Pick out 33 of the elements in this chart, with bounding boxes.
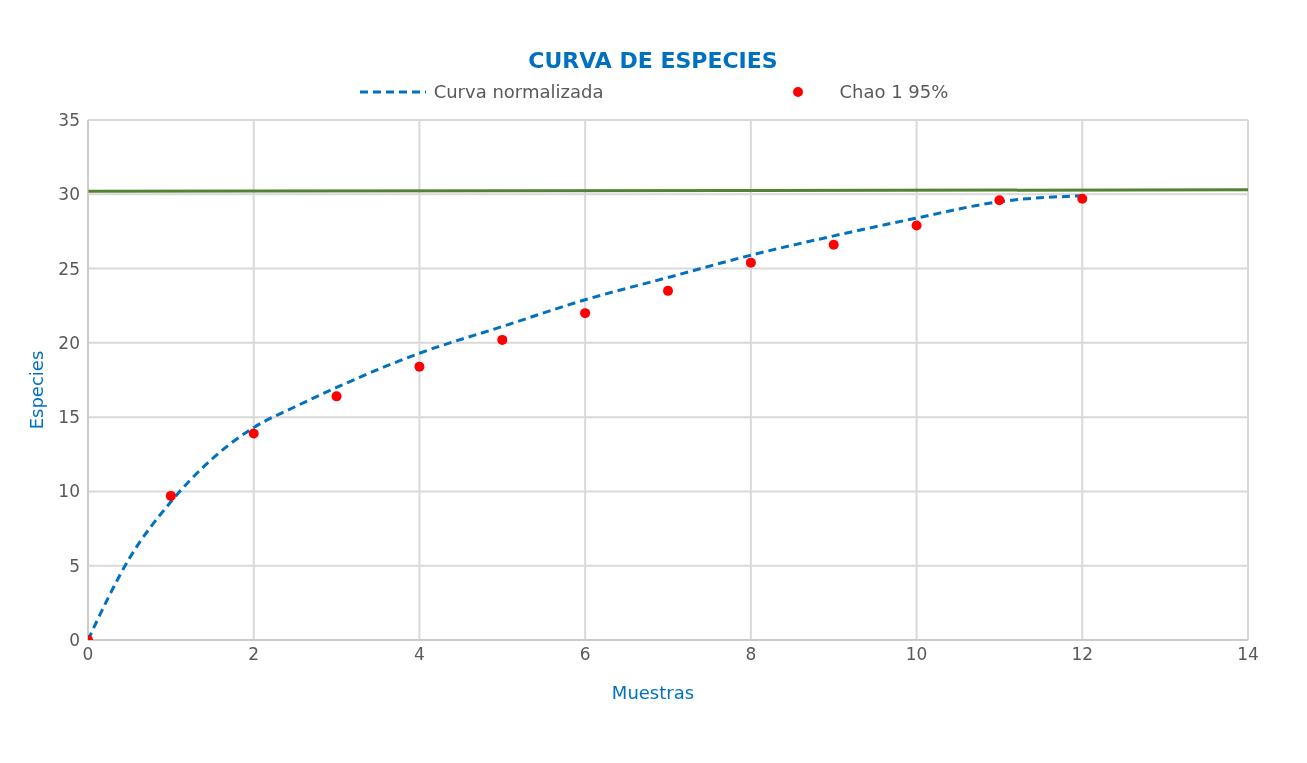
point	[663, 285, 673, 296]
x-tick-label: 6	[579, 644, 591, 665]
chart-title: CURVA DE ESPECIES	[527, 47, 779, 73]
point	[994, 195, 1005, 206]
point	[165, 490, 176, 501]
y-axis-title: Especies	[25, 350, 47, 430]
point	[248, 428, 259, 439]
point	[745, 257, 756, 268]
legend-label: Chao 1 95%	[839, 81, 949, 102]
x-tick-label: 10	[905, 644, 928, 665]
y-tick-label: 10	[58, 481, 80, 502]
point	[1077, 193, 1088, 204]
y-tick-label: 5	[69, 555, 80, 576]
point	[331, 391, 342, 402]
legend-label: Curva normalizada	[433, 81, 604, 102]
y-tick-label: 35	[58, 110, 80, 131]
point	[497, 334, 508, 345]
point	[580, 308, 591, 319]
x-tick-label: 12	[1071, 644, 1094, 665]
point	[911, 220, 922, 231]
y-tick-label: 25	[58, 258, 80, 279]
x-tick-label: 14	[1237, 644, 1259, 665]
x-tick-label: 2	[248, 644, 260, 665]
x-axis-title: Muestras	[610, 682, 696, 703]
y-tick-label: 20	[58, 332, 80, 353]
x-tick-label: 4	[414, 644, 425, 665]
x-tick-label: 0	[82, 644, 94, 665]
y-tick-label: 0	[69, 630, 80, 651]
y-tick-label: 30	[58, 184, 80, 205]
x-tick-label: 8	[745, 644, 757, 665]
point	[414, 361, 425, 372]
point	[828, 239, 839, 250]
y-tick-label: 15	[58, 407, 80, 428]
